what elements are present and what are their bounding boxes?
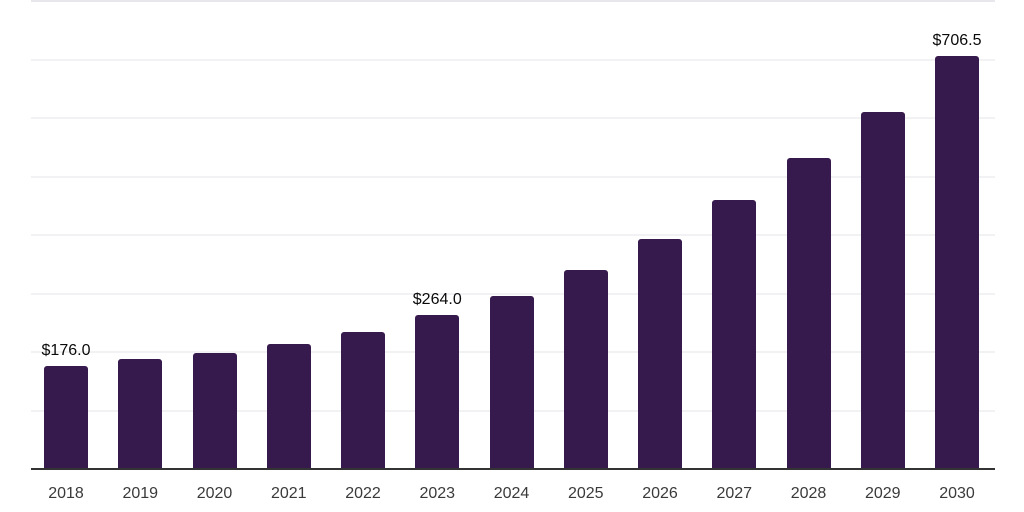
gridline bbox=[31, 0, 995, 2]
bar-2023 bbox=[415, 314, 460, 470]
x-tick-2028: 2028 bbox=[790, 485, 827, 502]
x-tick-2020: 2020 bbox=[196, 485, 233, 502]
gridline bbox=[31, 58, 995, 61]
x-tick-2019: 2019 bbox=[122, 485, 159, 502]
x-axis-line bbox=[31, 468, 995, 470]
x-tick-2027: 2027 bbox=[716, 485, 753, 502]
x-tick-2022: 2022 bbox=[345, 485, 381, 502]
bar-2024 bbox=[489, 296, 534, 470]
bar-2029 bbox=[860, 111, 905, 470]
x-tick-2030: 2030 bbox=[939, 485, 975, 502]
bar-2018 bbox=[44, 366, 88, 470]
bar-2022 bbox=[341, 331, 385, 470]
x-tick-2029: 2029 bbox=[864, 485, 901, 502]
x-tick-2021: 2021 bbox=[270, 485, 307, 502]
value-label-2030: $706.5 bbox=[932, 31, 982, 49]
bar-2020 bbox=[192, 353, 237, 470]
x-tick-2023: 2023 bbox=[419, 485, 456, 502]
value-label-2023: $264.0 bbox=[412, 290, 462, 308]
bar-2028 bbox=[786, 158, 831, 470]
bar-2026 bbox=[638, 238, 682, 470]
x-tick-2018: 2018 bbox=[48, 485, 84, 502]
x-tick-2026: 2026 bbox=[642, 485, 678, 502]
gridline bbox=[31, 292, 995, 295]
gridline bbox=[31, 117, 995, 119]
bar-2019 bbox=[118, 359, 163, 470]
bar-2027 bbox=[712, 200, 757, 470]
bar-2030 bbox=[935, 55, 979, 470]
bar-2021 bbox=[266, 344, 311, 470]
gridline bbox=[31, 234, 995, 236]
value-label-2018: $176.0 bbox=[41, 342, 91, 360]
x-tick-2025: 2025 bbox=[567, 485, 604, 502]
x-tick-2024: 2024 bbox=[493, 485, 530, 502]
gridline bbox=[31, 175, 995, 178]
bar-2025 bbox=[563, 269, 608, 470]
